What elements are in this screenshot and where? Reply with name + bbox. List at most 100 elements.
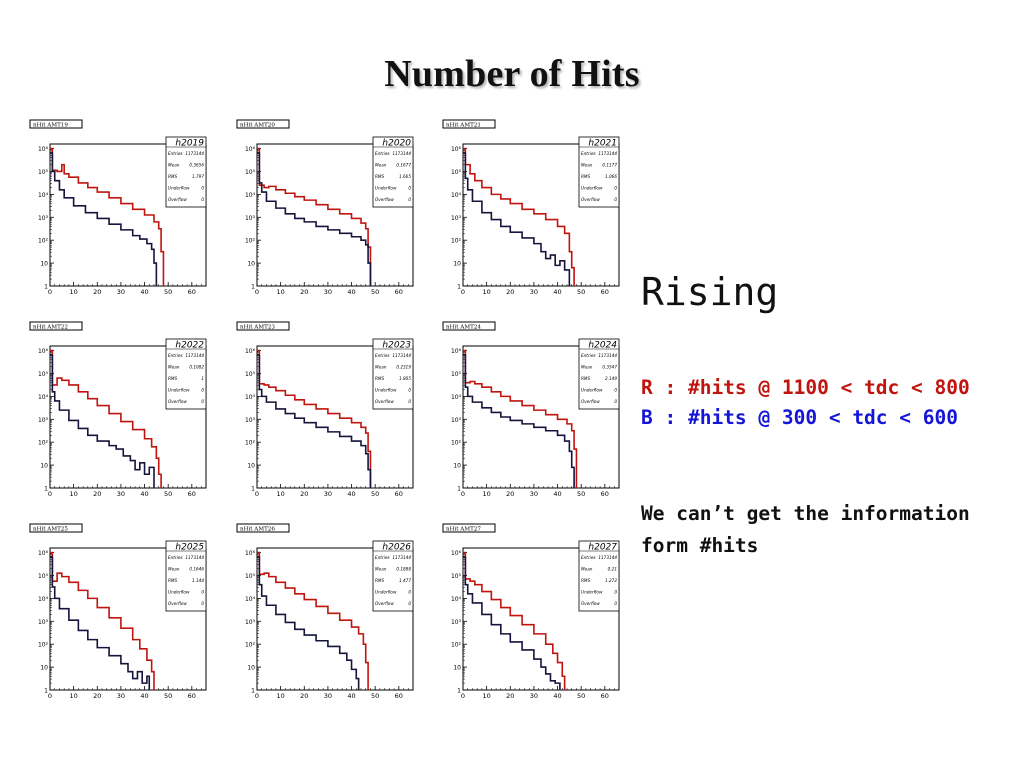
stats-key: Entries [168, 555, 183, 560]
stats-key: Mean [375, 567, 387, 572]
stats-key: Entries [375, 555, 390, 560]
stats-value: 1173144 [598, 353, 617, 358]
y-tick-label: 10⁵ [38, 573, 49, 580]
stats-key: RMS [581, 376, 591, 381]
red-series-legend: R : #hits @ 1100 < tdc < 800 [641, 376, 970, 399]
stats-key: Overflow [168, 197, 187, 202]
blue-series-line [50, 152, 158, 286]
stats-hist-name: h2024 [588, 341, 617, 351]
canvas-tab-box [442, 523, 496, 533]
y-tick-label: 10⁴ [38, 596, 49, 603]
x-tick-label: 20 [300, 692, 308, 700]
blue-series-line [463, 556, 561, 690]
stats-hist-name: h2023 [382, 341, 411, 351]
stats-value: 1.797 [192, 174, 204, 179]
stats-value: 0 [408, 388, 411, 393]
y-tick-label: 10 [40, 463, 48, 470]
y-tick-label: 10⁴ [451, 192, 462, 199]
y-tick-label: 1 [44, 284, 48, 291]
x-tick-label: 30 [530, 490, 538, 498]
stats-key: Entries [581, 151, 596, 156]
y-tick-label: 10⁴ [451, 394, 462, 401]
stats-box [578, 338, 620, 410]
y-tick-label: 10⁶ [451, 348, 462, 355]
blue-series-line [257, 556, 360, 690]
x-tick-label: 10 [69, 692, 77, 700]
stats-value: 1173144 [598, 151, 617, 156]
x-tick-label: 50 [371, 490, 379, 498]
red-series-line [463, 349, 578, 488]
canvas-tab-box [29, 119, 83, 129]
stats-value: 0.1177 [602, 163, 617, 168]
stats-value: 0.3656 [189, 163, 204, 168]
y-tick-label: 10 [247, 261, 255, 268]
x-tick-label: 0 [48, 288, 52, 296]
y-tick-label: 10³ [38, 619, 49, 626]
y-tick-label: 10⁴ [245, 192, 256, 199]
stats-value: 1173144 [392, 555, 411, 560]
x-tick-label: 60 [188, 288, 196, 296]
stats-value: 0 [201, 590, 204, 595]
stats-key: Mean [581, 163, 593, 168]
blue-series-line [463, 152, 571, 286]
y-tick-label: 10⁶ [38, 146, 49, 153]
y-tick-label: 10² [451, 440, 462, 447]
y-tick-label: 10³ [38, 417, 49, 424]
canvas-tab-box [442, 321, 496, 331]
stats-value: 0 [614, 601, 617, 606]
y-tick-label: 10² [38, 642, 49, 649]
x-tick-label: 30 [324, 288, 332, 296]
stats-key: Mean [375, 163, 387, 168]
x-tick-label: 30 [530, 288, 538, 296]
stats-value: 1.477 [399, 578, 411, 583]
x-tick-label: 0 [461, 288, 465, 296]
x-tick-label: 0 [48, 692, 52, 700]
stats-key: Entries [375, 353, 390, 358]
stats-key: Underflow [375, 186, 397, 191]
histogram-panel-h2020: nHit AMT20 0 10 20 30 40 50 60 1 10 10² 10³ 10⁴ 10⁵ 10… [236, 119, 414, 296]
y-tick-label: 1 [44, 688, 48, 695]
histogram-panel-h2024: nHit AMT24 0 10 20 30 40 50 60 1 10 10² 10³ 10⁴ 10⁵ 10… [442, 321, 620, 498]
x-tick-label: 50 [164, 490, 172, 498]
stats-value: 0.1082 [189, 365, 204, 370]
x-tick-label: 50 [164, 288, 172, 296]
stats-value: 0.3547 [602, 365, 617, 370]
stats-value: 1173144 [185, 353, 204, 358]
y-tick-label: 10⁵ [451, 573, 462, 580]
stats-key: Overflow [168, 399, 187, 404]
x-tick-label: 30 [324, 692, 332, 700]
stats-value: 0 [614, 186, 617, 191]
x-tick-label: 40 [553, 490, 561, 498]
stats-key: Underflow [375, 388, 397, 393]
x-tick-label: 20 [93, 490, 101, 498]
y-tick-label: 10² [245, 238, 256, 245]
canvas-tab-label: nHit AMT22 [33, 325, 68, 331]
y-tick-label: 1 [457, 486, 461, 493]
stats-value: 0 [201, 197, 204, 202]
stats-box [372, 540, 414, 612]
stats-hist-name: h2026 [382, 543, 411, 553]
stats-key: RMS [168, 376, 178, 381]
x-tick-label: 20 [506, 490, 514, 498]
x-tick-label: 20 [93, 288, 101, 296]
stats-key: Entries [581, 555, 596, 560]
plot-frame [49, 345, 207, 489]
red-series-line [463, 551, 566, 690]
x-tick-label: 60 [395, 692, 403, 700]
histogram-panel-h2019: nHit AMT19 0 10 20 30 40 50 60 1 10 10² 10³ 10⁴ 10⁵ 10… [29, 119, 207, 296]
stats-value: 1173144 [392, 151, 411, 156]
x-tick-label: 50 [371, 288, 379, 296]
stats-value: 1.066 [605, 174, 617, 179]
x-tick-label: 10 [482, 490, 490, 498]
x-tick-label: 10 [482, 692, 490, 700]
red-series-line [50, 349, 162, 488]
x-tick-label: 40 [553, 288, 561, 296]
red-series-line [50, 551, 155, 690]
y-tick-label: 10⁵ [38, 371, 49, 378]
y-tick-label: 10⁴ [245, 596, 256, 603]
plot-frame [49, 547, 207, 691]
y-tick-label: 1 [251, 688, 255, 695]
x-tick-label: 40 [347, 288, 355, 296]
x-tick-label: 60 [395, 490, 403, 498]
